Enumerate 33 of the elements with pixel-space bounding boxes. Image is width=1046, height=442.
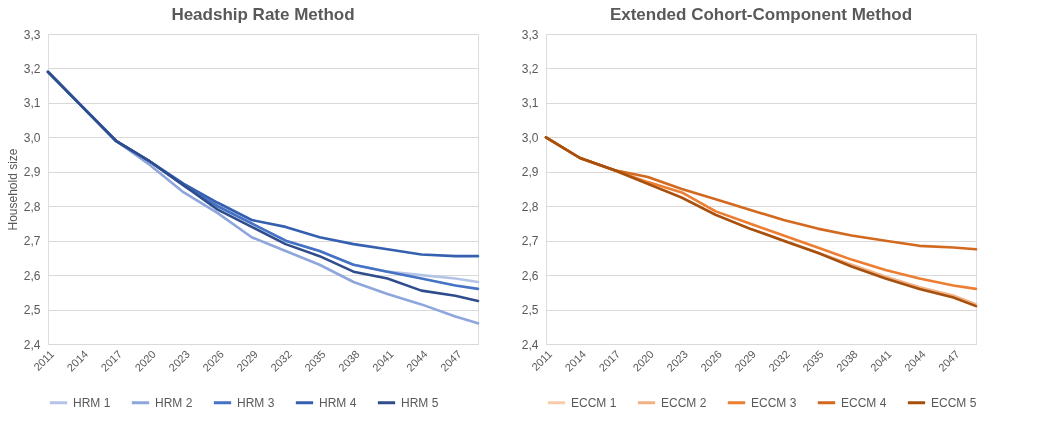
y-tick-label: 2,6 [23, 268, 41, 283]
y-tick-label: 3,3 [521, 27, 539, 42]
chart-title: Headship Rate Method [171, 5, 355, 24]
y-tick-label: 3,0 [521, 130, 539, 145]
y-tick-label: 3,3 [23, 27, 41, 42]
legend-label: ECCM 3 [751, 395, 797, 410]
legend-label: HRM 1 [73, 395, 111, 410]
y-tick-label: 2,5 [23, 303, 41, 318]
y-tick-label: 3,0 [23, 130, 41, 145]
y-tick-label: 2,8 [521, 199, 539, 214]
y-tick-label: 2,7 [521, 234, 539, 249]
legend-label: HRM 5 [401, 395, 439, 410]
y-tick-label: 2,6 [521, 268, 539, 283]
legend-label: HRM 4 [319, 395, 357, 410]
legend-label: ECCM 2 [661, 395, 707, 410]
legend-label: ECCM 1 [571, 395, 617, 410]
chart-title: Extended Cohort-Component Method [609, 5, 913, 24]
legend-label: ECCM 5 [931, 395, 977, 410]
legend-label: ECCM 4 [841, 395, 887, 410]
y-tick-label: 2,9 [521, 165, 539, 180]
y-tick-label: 2,8 [23, 199, 41, 214]
y-tick-label: 3,1 [23, 96, 41, 111]
y-tick-label: 2,5 [521, 303, 539, 318]
y-tick-label: 3,2 [521, 61, 539, 76]
y-tick-label: 3,1 [521, 96, 539, 111]
y-tick-label: 2,4 [23, 337, 41, 352]
legend-label: HRM 2 [155, 395, 193, 410]
y-axis-title: Household size [5, 148, 20, 231]
legend-label: HRM 3 [237, 395, 275, 410]
y-tick-label: 2,9 [23, 165, 41, 180]
y-tick-label: 2,7 [23, 234, 41, 249]
y-tick-label: 2,4 [521, 337, 539, 352]
y-tick-label: 3,2 [23, 61, 41, 76]
